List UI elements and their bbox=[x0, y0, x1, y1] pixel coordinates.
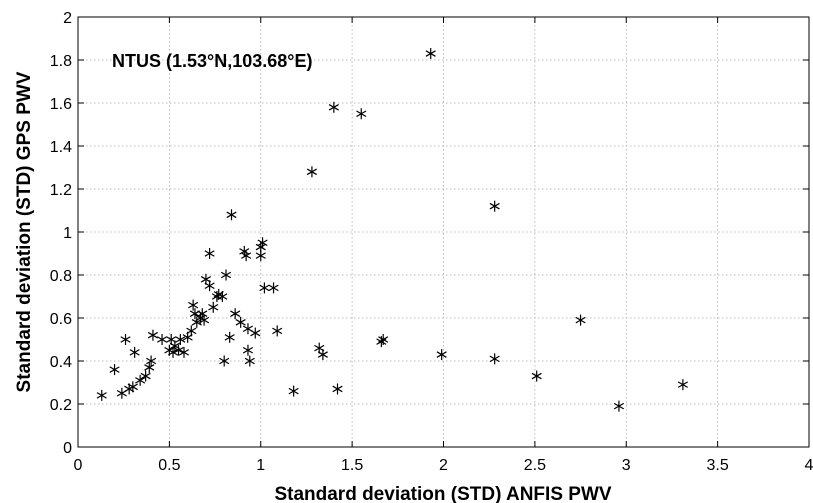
data-point bbox=[224, 331, 235, 343]
data-point bbox=[140, 370, 151, 382]
data-point bbox=[109, 364, 120, 376]
data-point bbox=[241, 250, 252, 262]
data-point bbox=[332, 383, 343, 395]
data-point bbox=[189, 308, 201, 320]
data-point bbox=[489, 200, 500, 212]
y-axis-label: Standard deviation (STD) GPS PWV bbox=[14, 71, 35, 392]
data-point bbox=[173, 344, 184, 356]
data-point bbox=[135, 374, 146, 386]
axis-ticks bbox=[77, 16, 810, 448]
data-point bbox=[425, 48, 436, 60]
data-point bbox=[147, 329, 158, 341]
data-point bbox=[96, 389, 107, 401]
data-point bbox=[613, 400, 625, 412]
data-point bbox=[317, 349, 328, 361]
data-point bbox=[575, 314, 586, 326]
data-point bbox=[272, 325, 283, 337]
data-point bbox=[175, 334, 186, 345]
data-point bbox=[378, 334, 389, 345]
y-tick-label: 2 bbox=[63, 10, 72, 27]
tick-labels: 0 0.5 1 1.5 2 2.5 3 3.5 4 0 0.2 0.4 0.6 0.8 1 1.2 1.4 1.6… bbox=[50, 10, 813, 474]
x-tick-label: 2.5 bbox=[524, 457, 546, 474]
y-tick-label: 0 bbox=[63, 440, 72, 457]
y-tick-label: 1.6 bbox=[50, 96, 72, 113]
data-point bbox=[259, 282, 270, 294]
y-tick-label: 0.6 bbox=[50, 311, 72, 328]
x-tick-label: 4 bbox=[805, 457, 813, 474]
data-point bbox=[242, 344, 254, 356]
data-point bbox=[204, 280, 215, 292]
data-point bbox=[197, 308, 208, 320]
x-tick-label: 0 bbox=[74, 457, 83, 474]
data-point bbox=[255, 250, 266, 262]
data-point bbox=[199, 314, 210, 326]
data-point bbox=[531, 370, 542, 382]
y-tick-label: 0.8 bbox=[50, 268, 72, 285]
data-point bbox=[120, 334, 131, 345]
data-point bbox=[116, 387, 127, 399]
data-point bbox=[144, 361, 155, 373]
data-point bbox=[186, 325, 197, 337]
data-point bbox=[226, 209, 237, 221]
data-point bbox=[356, 108, 367, 120]
data-point bbox=[178, 346, 190, 358]
data-point bbox=[219, 355, 230, 367]
station-annotation: NTUS (1.53°N,103.68°E) bbox=[112, 51, 312, 71]
data-point bbox=[257, 237, 268, 249]
data-points bbox=[96, 48, 688, 412]
data-point bbox=[288, 385, 299, 397]
data-point bbox=[235, 316, 246, 328]
data-point bbox=[489, 353, 500, 365]
data-point bbox=[436, 349, 447, 361]
x-tick-label: 1.5 bbox=[341, 457, 363, 474]
data-point bbox=[157, 334, 168, 345]
x-tick-label: 2 bbox=[439, 457, 448, 474]
grid-lines bbox=[78, 17, 809, 447]
x-tick-label: 3 bbox=[622, 457, 631, 474]
data-point bbox=[250, 327, 261, 339]
data-point bbox=[244, 355, 255, 367]
data-point bbox=[306, 166, 317, 178]
y-tick-label: 1.4 bbox=[50, 139, 72, 156]
data-point bbox=[328, 101, 339, 113]
x-tick-label: 1 bbox=[256, 457, 265, 474]
data-point bbox=[268, 282, 279, 294]
data-point bbox=[208, 301, 219, 313]
data-point bbox=[230, 308, 241, 320]
y-tick-label: 0.4 bbox=[50, 354, 72, 371]
y-tick-label: 1 bbox=[63, 225, 72, 242]
x-tick-label: 0.5 bbox=[158, 457, 180, 474]
data-point bbox=[146, 355, 157, 367]
data-point bbox=[188, 299, 199, 311]
data-point bbox=[129, 346, 140, 358]
x-tick-label: 3.5 bbox=[707, 457, 729, 474]
y-tick-label: 0.2 bbox=[50, 397, 72, 414]
y-tick-label: 1.2 bbox=[50, 182, 72, 199]
y-tick-label: 1.8 bbox=[50, 53, 72, 70]
data-point bbox=[677, 379, 688, 391]
data-point bbox=[217, 291, 228, 302]
data-point bbox=[220, 269, 232, 281]
data-point bbox=[204, 248, 215, 259]
data-point bbox=[127, 381, 138, 393]
x-axis-label: Standard deviation (STD) ANFIS PWV bbox=[274, 484, 611, 503]
data-point bbox=[167, 346, 179, 358]
